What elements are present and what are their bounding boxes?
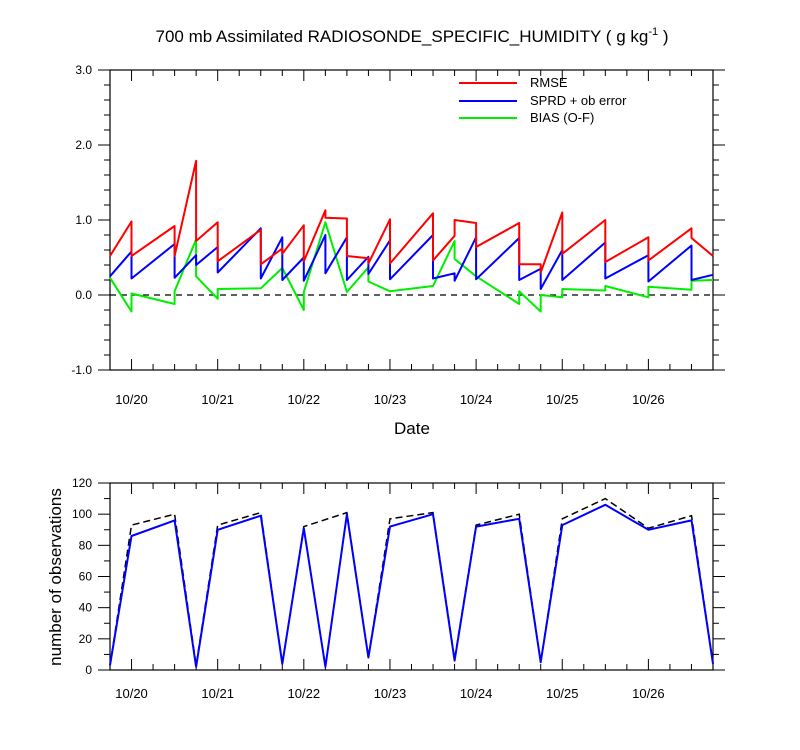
bottom-y-axis-title: number of observations (46, 488, 65, 666)
y-tick-label: 2.0 (75, 138, 92, 152)
chart-title-end: ) (658, 27, 668, 46)
x-tick-label: 10/20 (115, 686, 148, 701)
y-tick-label: 60 (79, 570, 93, 584)
y-tick-label: 120 (72, 476, 92, 490)
x-tick-label: 10/21 (201, 686, 234, 701)
top-x-tick-labels: 10/20 10/21 10/22 10/23 10/24 10/25 10/26 (115, 392, 664, 407)
y-tick-label: 20 (79, 632, 93, 646)
chart-title: 700 mb Assimilated RADIOSONDE_SPECIFIC_H… (156, 26, 669, 46)
top-series-group (109, 159, 714, 313)
x-tick-label: 10/24 (460, 392, 493, 407)
series-line-rmse (109, 159, 714, 274)
series-line-sprd-ob-error (109, 227, 714, 290)
chart-title-superscript: -1 (648, 26, 658, 38)
legend-label-bias: BIAS (O-F) (530, 110, 594, 125)
bottom-series-group (109, 497, 714, 668)
legend: RMSE SPRD + ob error BIAS (O-F) (459, 75, 627, 125)
x-tick-label: 10/23 (374, 392, 407, 407)
legend-label-sprd: SPRD + ob error (530, 93, 627, 108)
x-tick-label: 10/26 (632, 686, 665, 701)
y-tick-label: 1.0 (75, 213, 92, 227)
y-tick-label: 100 (72, 507, 92, 521)
x-tick-label: 10/21 (201, 392, 234, 407)
top-x-axis-title: Date (394, 419, 430, 438)
x-tick-label: 10/26 (632, 392, 665, 407)
series-line-assimilated-observations (109, 503, 714, 668)
x-tick-label: 10/24 (460, 686, 493, 701)
y-tick-label: 0.0 (75, 288, 92, 302)
top-plot-frame (109, 69, 714, 371)
y-tick-label: 0 (85, 663, 92, 677)
x-tick-label: 10/25 (546, 686, 579, 701)
x-tick-label: 10/23 (374, 686, 407, 701)
y-tick-label: -1.0 (71, 363, 92, 377)
x-tick-label: 10/20 (115, 392, 148, 407)
x-tick-label: 10/25 (546, 392, 579, 407)
legend-label-rmse: RMSE (530, 75, 568, 90)
y-tick-label: 80 (79, 538, 93, 552)
y-tick-label: 40 (79, 601, 93, 615)
y-tick-label: 3.0 (75, 63, 92, 77)
top-axis-ticks (98, 69, 725, 371)
series-line-bias-o-f (109, 221, 714, 313)
top-y-tick-labels: 3.0 2.0 1.0 0.0 -1.0 (71, 63, 92, 377)
bottom-y-tick-labels: 120 100 80 60 40 20 0 (72, 476, 92, 677)
x-tick-label: 10/22 (288, 686, 321, 701)
bottom-axis-ticks (98, 482, 725, 671)
top-chart-panel: 3.02.01.00.0-1.0 10/20 10/21 10/22 10/23 10/… (71, 63, 725, 438)
bottom-x-tick-labels: 10/20 10/21 10/22 10/23 10/24 10/25 10/26 (115, 686, 664, 701)
chart-title-main: 700 mb Assimilated RADIOSONDE_SPECIFIC_H… (156, 27, 649, 46)
x-tick-label: 10/22 (288, 392, 321, 407)
